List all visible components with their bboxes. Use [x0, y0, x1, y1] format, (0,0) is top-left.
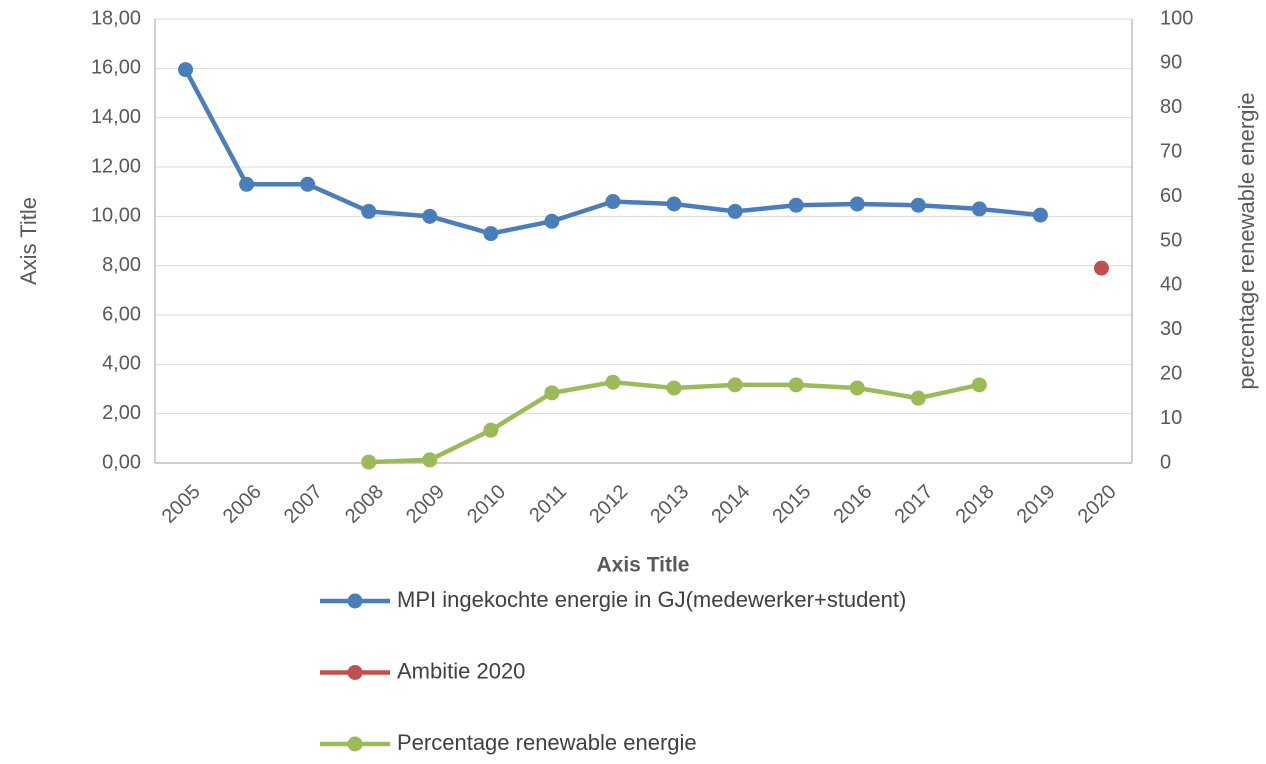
y-tick-label: 18,00: [91, 7, 141, 29]
y-tick-label: 12,00: [91, 155, 141, 177]
point: [361, 454, 377, 470]
point: [971, 201, 987, 217]
y-tick-label: 0,00: [102, 451, 141, 473]
y2-tick-label: 40: [1160, 274, 1182, 296]
point: [483, 226, 499, 242]
point: [666, 380, 682, 396]
y2-tick-label: 10: [1160, 407, 1182, 429]
point: [605, 374, 621, 390]
x-tick-label: 2017: [891, 481, 938, 528]
x-tick-label: 2018: [952, 481, 999, 528]
point: [910, 390, 926, 406]
y2-tick-label: 0: [1160, 451, 1171, 473]
point: [971, 377, 987, 393]
point: [361, 203, 377, 219]
point: [849, 380, 865, 396]
y2-tick-label: 70: [1160, 140, 1182, 162]
point: [178, 62, 194, 78]
x-tick-label: 2009: [402, 481, 449, 528]
point: [483, 422, 499, 438]
legend-marker: [347, 665, 363, 680]
x-tick-label: 2015: [768, 481, 815, 528]
x-tick-label: 2006: [219, 481, 266, 528]
x-tick-label: 2020: [1074, 481, 1121, 528]
x-tick-label: 2007: [280, 481, 327, 528]
point: [422, 452, 438, 468]
point: [788, 377, 804, 393]
y-tick-label: 6,00: [102, 303, 141, 325]
x-tick-label: 2008: [341, 481, 388, 528]
point: [849, 196, 865, 212]
x-tick-label: 2016: [829, 481, 876, 528]
point: [788, 197, 804, 213]
y2-axis-title: percentage renewable energie: [1234, 92, 1259, 389]
point: [300, 176, 316, 192]
point: [910, 197, 926, 213]
legend-label: Percentage renewable energie: [397, 730, 697, 755]
y-tick-label: 10,00: [91, 205, 141, 227]
y2-tick-label: 60: [1160, 185, 1182, 207]
legend-label: MPI ingekochte energie in GJ(medewerker+…: [397, 587, 906, 612]
x-tick-label: 2010: [463, 481, 510, 528]
y2-tick-label: 90: [1160, 52, 1182, 74]
point: [727, 203, 743, 219]
legend-marker: [347, 736, 363, 752]
y-tick-label: 16,00: [91, 57, 141, 79]
point: [1093, 260, 1109, 276]
legend-marker: [347, 593, 363, 609]
y2-tick-label: 30: [1160, 318, 1182, 340]
y2-tick-label: 50: [1160, 229, 1182, 251]
x-tick-label: 2014: [707, 481, 754, 528]
point: [544, 213, 560, 229]
y2-tick-label: 100: [1160, 7, 1193, 29]
point: [544, 385, 560, 401]
y-tick-label: 2,00: [102, 402, 141, 424]
x-axis-title: Axis Title: [597, 554, 690, 577]
point: [239, 176, 255, 192]
point: [605, 194, 621, 210]
x-tick-label: 2012: [585, 481, 632, 528]
point: [727, 377, 743, 393]
y2-tick-label: 80: [1160, 96, 1182, 118]
legend-label: Ambitie 2020: [397, 658, 525, 683]
y-axis-title: Axis Title: [16, 197, 41, 285]
y-tick-label: 8,00: [102, 254, 141, 276]
x-tick-label: 2013: [646, 481, 693, 528]
point: [1032, 207, 1048, 223]
y2-tick-label: 20: [1160, 362, 1182, 384]
y-tick-label: 4,00: [102, 353, 141, 375]
x-tick-label: 2019: [1013, 481, 1060, 528]
point: [666, 196, 682, 212]
y-tick-label: 14,00: [91, 106, 141, 128]
x-tick-label: 2011: [525, 481, 571, 527]
x-tick-label: 2005: [158, 481, 205, 528]
point: [422, 208, 438, 224]
